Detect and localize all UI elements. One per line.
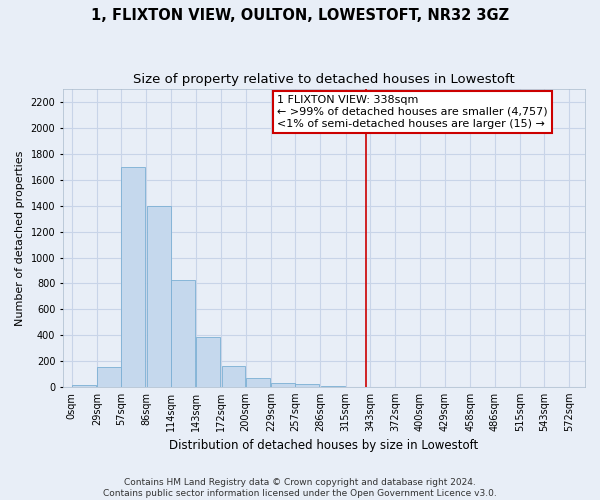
Bar (196, 337, 220, 387)
Text: 1, FLIXTON VIEW, OULTON, LOWESTOFT, NR32 3GZ: 1, FLIXTON VIEW, OULTON, LOWESTOFT, NR32… (91, 8, 509, 22)
Text: 1 FLIXTON VIEW: 338sqm
← >99% of detached houses are smaller (4,757)
<1% of semi: 1 FLIXTON VIEW: 338sqm ← >99% of detache… (277, 96, 548, 128)
Bar (321, 386, 344, 387)
Y-axis label: Number of detached properties: Number of detached properties (15, 150, 25, 326)
Text: Contains HM Land Registry data © Crown copyright and database right 2024.
Contai: Contains HM Land Registry data © Crown c… (103, 478, 497, 498)
Bar (246, 378, 270, 387)
Title: Size of property relative to detached houses in Lowestoft: Size of property relative to detached ho… (133, 72, 515, 86)
Bar (271, 383, 295, 387)
X-axis label: Distribution of detached houses by size in Lowestoft: Distribution of detached houses by size … (169, 440, 479, 452)
Bar (97, 367, 121, 387)
Bar (295, 384, 319, 387)
Bar (72, 385, 96, 387)
Bar (221, 366, 245, 387)
Bar (171, 280, 195, 387)
Bar (146, 206, 170, 387)
Bar (121, 167, 145, 387)
